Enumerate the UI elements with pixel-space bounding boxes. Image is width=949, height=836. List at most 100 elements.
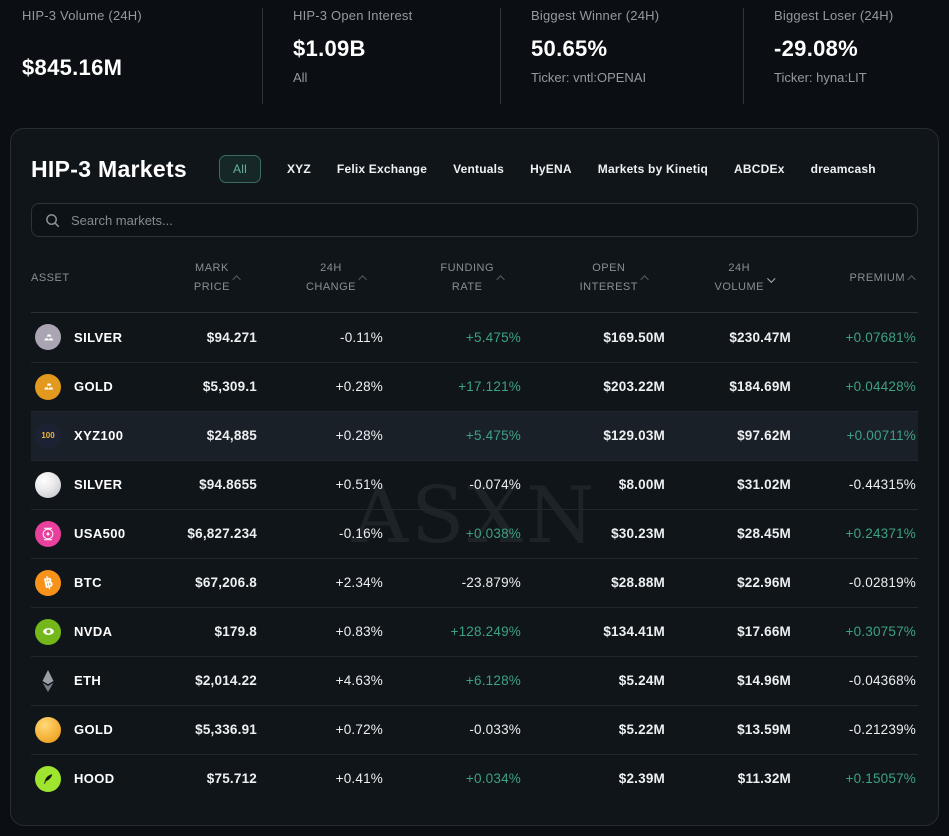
- volume-24h: $230.47M: [729, 329, 791, 345]
- premium: +0.07681%: [845, 329, 916, 345]
- table-body: SILVER $94.271 -0.11% +5.475% $169.50M $…: [31, 311, 918, 803]
- table-row[interactable]: USA500 $6,827.234 -0.16% +0.038% $30.23M…: [31, 508, 918, 558]
- mark-price: $94.8655: [199, 477, 257, 492]
- stat-value: $845.16M: [22, 55, 123, 80]
- asset-cell: ฿ BTC: [31, 569, 181, 596]
- asset-name: USA500: [74, 526, 126, 541]
- market-filter-tabs: All XYZ Felix Exchange Ventuals HyENA Markets…: [219, 155, 876, 183]
- stats-bar: HIP-3 Volume (24H) $845.16M HIP-3 Open Int…: [0, 0, 949, 104]
- premium: +0.00711%: [846, 428, 916, 443]
- column-header-volume[interactable]: 24H VOLUME: [667, 259, 793, 298]
- sort-asc-icon: [640, 275, 649, 284]
- silver-ingots-icon: [35, 324, 61, 350]
- funding-rate: +0.034%: [465, 771, 521, 786]
- asset-name: NVDA: [74, 624, 113, 639]
- stat-hip-3-volume-24h: HIP-3 Volume (24H) $845.16M: [22, 8, 262, 104]
- search-input[interactable]: [71, 212, 904, 228]
- column-header-funding[interactable]: FUNDING RATE: [385, 259, 523, 298]
- sort-desc-icon: [767, 274, 776, 284]
- table-row[interactable]: SILVER $94.8655 +0.51% -0.074% $8.00M $3…: [31, 459, 918, 509]
- funding-rate: +0.038%: [465, 526, 521, 541]
- change-24h: +0.28%: [335, 379, 383, 394]
- panel-header: HIP-3 Markets All XYZ Felix Exchange Ventua…: [31, 129, 918, 183]
- volume-24h: $14.96M: [737, 673, 791, 688]
- funding-rate: +5.475%: [465, 428, 521, 443]
- asset-cell: USA500: [31, 520, 181, 547]
- change-24h: +0.28%: [335, 428, 383, 443]
- column-label: 24H VOLUME: [714, 262, 764, 294]
- asset-cell: GOLD: [31, 716, 181, 743]
- asset-cell: SILVER: [31, 471, 181, 498]
- tab-all[interactable]: All: [219, 155, 261, 183]
- open-interest: $30.23M: [611, 526, 665, 541]
- tab-xyz[interactable]: XYZ: [286, 162, 311, 176]
- stat-value: $1.09B: [293, 36, 366, 61]
- sort-asc-icon: [496, 275, 505, 284]
- open-interest: $169.50M: [603, 329, 665, 345]
- stat-sub: Ticker: hyna:LIT: [774, 70, 867, 85]
- open-interest: $28.88M: [611, 575, 665, 590]
- tab-markets-by-kinetiq[interactable]: Markets by Kinetiq: [597, 162, 709, 176]
- premium: +0.24371%: [845, 526, 916, 541]
- table-row[interactable]: SILVER $94.271 -0.11% +5.475% $169.50M $…: [31, 313, 918, 362]
- volume-24h: $11.32M: [737, 771, 791, 786]
- column-header-premium[interactable]: PREMIUM: [793, 269, 918, 288]
- table-row[interactable]: ETH $2,014.22 +4.63% +6.128% $5.24M $14.…: [31, 655, 918, 705]
- tab-hyena[interactable]: HyENA: [530, 162, 572, 176]
- column-label: ASSET: [31, 271, 70, 284]
- volume-24h: $28.45M: [737, 526, 791, 541]
- asset-cell: GOLD: [31, 373, 181, 400]
- table-row[interactable]: ฿ BTC $67,206.8 +2.34% -23.879% $28.88M …: [31, 557, 918, 607]
- mark-price: $6,827.234: [187, 526, 257, 541]
- open-interest: $5.22M: [618, 722, 665, 737]
- asset-name: SILVER: [74, 477, 123, 492]
- table-row[interactable]: 100 XYZ100 $24,885 +0.28% +5.475% $129.0…: [31, 410, 918, 460]
- tab-felix-exchange[interactable]: Felix Exchange: [336, 162, 428, 176]
- stat-sub: All: [293, 70, 308, 85]
- mark-price: $5,336.91: [195, 722, 257, 737]
- open-interest: $5.24M: [618, 673, 665, 688]
- table-row[interactable]: GOLD $5,336.91 +0.72% -0.033% $5.22M $13…: [31, 704, 918, 754]
- change-24h: +0.41%: [335, 771, 383, 786]
- premium: -0.02819%: [848, 575, 916, 590]
- stat-sub: Ticker: vntl:OPENAI: [531, 70, 647, 85]
- table-header: ASSET MARK PRICE 24H CHANGE FUNDING RATE OPEN IN…: [31, 253, 918, 312]
- xyz100-icon: 100: [35, 422, 61, 449]
- usa500-icon: [35, 520, 61, 547]
- tab-dreamcash[interactable]: dreamcash: [810, 162, 876, 176]
- column-label: PREMIUM: [849, 271, 905, 284]
- search-box[interactable]: [31, 203, 918, 237]
- volume-24h: $31.02M: [737, 477, 791, 492]
- premium: -0.21239%: [848, 722, 916, 737]
- table-row[interactable]: GOLD $5,309.1 +0.28% +17.121% $203.22M $…: [31, 361, 918, 411]
- funding-rate: +5.475%: [465, 329, 521, 345]
- markets-table: ASSET MARK PRICE 24H CHANGE FUNDING RATE OPEN IN…: [31, 253, 918, 803]
- funding-rate: +6.128%: [465, 673, 521, 688]
- column-header-change[interactable]: 24H CHANGE: [259, 259, 385, 298]
- open-interest: $129.03M: [603, 428, 665, 443]
- column-header-mark-price[interactable]: MARK PRICE: [181, 259, 259, 298]
- change-24h: -0.11%: [340, 329, 383, 345]
- asset-name: XYZ100: [74, 428, 124, 443]
- stat-label: HIP-3 Open Interest: [293, 8, 413, 23]
- stat-label: Biggest Loser (24H): [774, 8, 894, 23]
- tab-abcdex[interactable]: ABCDEx: [734, 162, 785, 176]
- premium: +0.15057%: [845, 771, 916, 786]
- column-label: 24H CHANGE: [305, 262, 356, 294]
- asset-name: HOOD: [74, 771, 115, 786]
- mark-price: $67,206.8: [195, 575, 257, 590]
- tab-ventuals[interactable]: Ventuals: [453, 162, 505, 176]
- change-24h: +4.63%: [335, 673, 383, 688]
- change-24h: +2.34%: [335, 575, 383, 590]
- search-icon: [45, 213, 60, 228]
- table-row[interactable]: HOOD $75.712 +0.41% +0.034% $2.39M $11.3…: [31, 753, 918, 803]
- stat-biggest-loser-24h: Biggest Loser (24H) -29.08% Ticker: hyna:L…: [743, 8, 927, 104]
- asset-cell: 100 XYZ100: [31, 422, 181, 449]
- column-header-open-interest[interactable]: OPEN INTEREST: [523, 259, 667, 298]
- premium: -0.04368%: [848, 673, 916, 688]
- premium: +0.04428%: [845, 379, 916, 394]
- open-interest: $134.41M: [603, 624, 665, 639]
- table-row[interactable]: NVDA $179.8 +0.83% +128.249% $134.41M $1…: [31, 606, 918, 656]
- asset-cell: ETH: [31, 668, 181, 694]
- mark-price: $2,014.22: [195, 673, 257, 688]
